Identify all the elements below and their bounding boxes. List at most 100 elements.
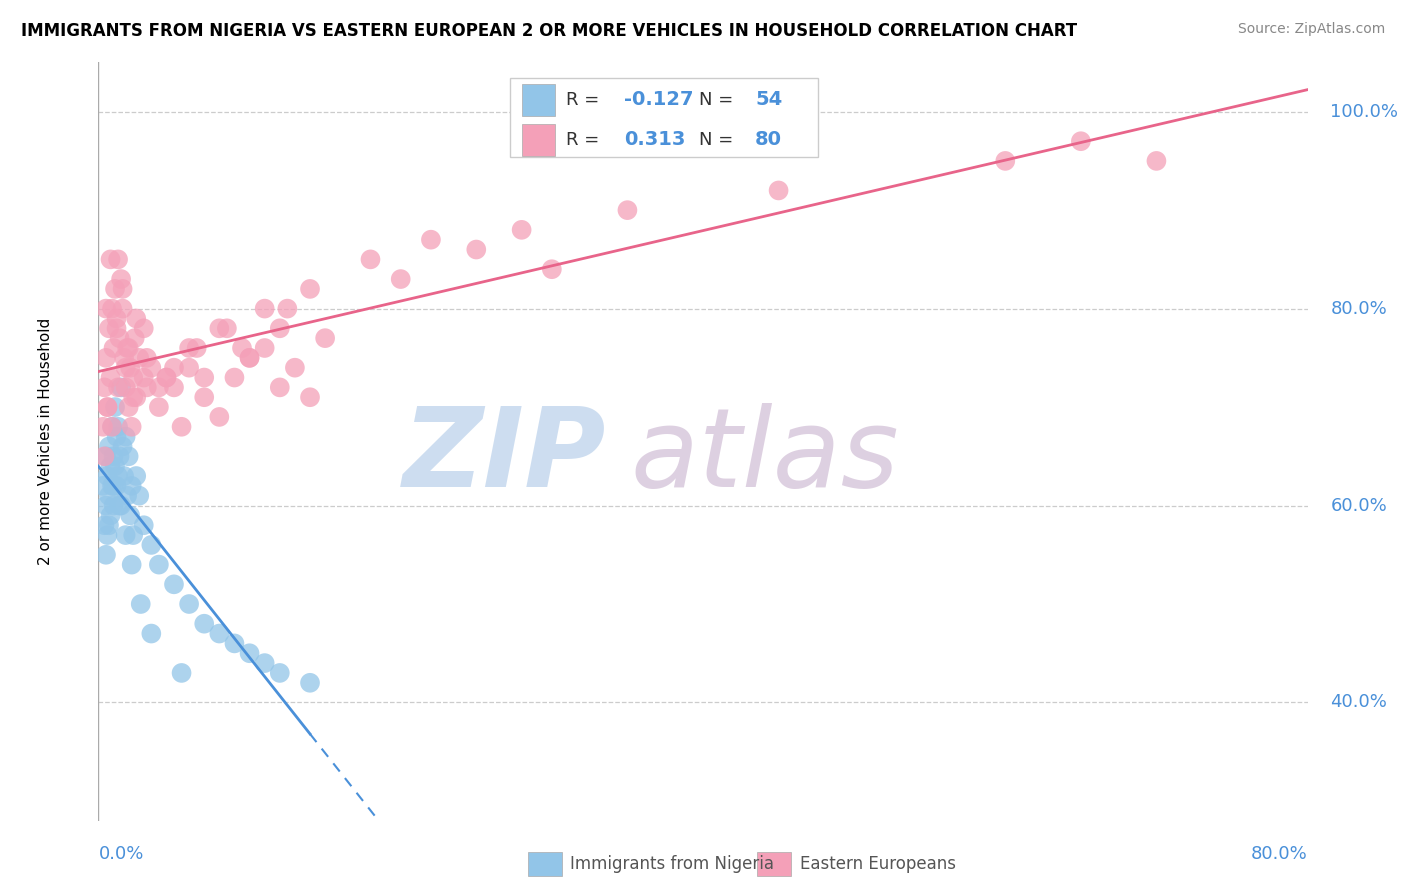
- Point: [93, 518, 115, 533]
- Text: atlas: atlas: [630, 403, 898, 510]
- FancyBboxPatch shape: [527, 852, 561, 876]
- Point: [114, 429, 136, 443]
- Point: [110, 272, 132, 286]
- Point: [105, 429, 128, 443]
- Point: [103, 450, 125, 464]
- Point: [208, 409, 231, 424]
- Point: [269, 321, 291, 335]
- Point: [100, 370, 122, 384]
- Point: [1146, 153, 1168, 168]
- Point: [389, 272, 412, 286]
- Point: [132, 518, 155, 533]
- Point: [107, 252, 129, 267]
- Point: [120, 360, 142, 375]
- Point: [118, 341, 141, 355]
- Point: [208, 321, 231, 335]
- Point: [148, 380, 170, 394]
- Point: [118, 400, 141, 414]
- Text: Immigrants from Nigeria: Immigrants from Nigeria: [569, 855, 773, 873]
- Point: [115, 489, 138, 503]
- Text: 60.0%: 60.0%: [1330, 497, 1386, 515]
- Point: [128, 489, 150, 503]
- Text: 0.313: 0.313: [624, 130, 686, 149]
- Point: [208, 626, 231, 640]
- Point: [128, 351, 150, 365]
- Point: [111, 282, 134, 296]
- Point: [104, 459, 127, 474]
- Point: [96, 400, 118, 414]
- Point: [215, 321, 238, 335]
- Text: R =: R =: [567, 131, 612, 149]
- FancyBboxPatch shape: [758, 852, 792, 876]
- Point: [103, 341, 125, 355]
- Point: [100, 508, 122, 523]
- Point: [141, 626, 163, 640]
- Point: [105, 321, 128, 335]
- Point: [93, 380, 115, 394]
- Text: 80: 80: [755, 130, 782, 149]
- Point: [253, 341, 276, 355]
- Point: [91, 479, 114, 493]
- Point: [118, 450, 141, 464]
- Point: [1070, 134, 1092, 148]
- Point: [193, 370, 215, 384]
- Point: [179, 360, 201, 375]
- Point: [314, 331, 336, 345]
- Point: [540, 262, 562, 277]
- Point: [103, 479, 125, 493]
- Point: [239, 351, 262, 365]
- Point: [299, 282, 322, 296]
- Point: [465, 243, 488, 257]
- Point: [96, 469, 118, 483]
- Text: 80.0%: 80.0%: [1330, 300, 1386, 318]
- Point: [239, 646, 262, 660]
- Point: [135, 380, 157, 394]
- Point: [125, 390, 148, 404]
- Point: [129, 597, 152, 611]
- Point: [93, 450, 115, 464]
- Text: Source: ZipAtlas.com: Source: ZipAtlas.com: [1237, 22, 1385, 37]
- Point: [253, 656, 276, 670]
- Point: [193, 390, 215, 404]
- Point: [98, 440, 121, 454]
- Point: [114, 360, 136, 375]
- Point: [193, 616, 215, 631]
- Text: 100.0%: 100.0%: [1330, 103, 1398, 120]
- Text: ZIP: ZIP: [402, 403, 606, 510]
- Point: [94, 351, 117, 365]
- Point: [163, 380, 186, 394]
- Point: [96, 528, 118, 542]
- Point: [108, 499, 131, 513]
- Point: [299, 390, 322, 404]
- Point: [100, 252, 122, 267]
- Point: [141, 538, 163, 552]
- Point: [101, 419, 124, 434]
- FancyBboxPatch shape: [522, 124, 555, 155]
- Point: [94, 499, 117, 513]
- Point: [104, 400, 127, 414]
- Point: [224, 370, 246, 384]
- Point: [269, 665, 291, 680]
- Text: 40.0%: 40.0%: [1330, 693, 1388, 712]
- Point: [155, 370, 177, 384]
- Point: [108, 331, 131, 345]
- Point: [110, 499, 132, 513]
- Point: [253, 301, 276, 316]
- Point: [124, 331, 146, 345]
- Point: [111, 440, 134, 454]
- Point: [114, 528, 136, 542]
- Point: [105, 479, 128, 493]
- Point: [284, 360, 307, 375]
- Point: [101, 301, 124, 316]
- Point: [994, 153, 1017, 168]
- Point: [510, 223, 533, 237]
- Point: [163, 360, 186, 375]
- Point: [108, 450, 131, 464]
- Point: [122, 528, 145, 542]
- Point: [135, 351, 157, 365]
- Point: [299, 675, 322, 690]
- Point: [616, 203, 638, 218]
- Point: [231, 341, 253, 355]
- Point: [91, 419, 114, 434]
- Point: [155, 370, 177, 384]
